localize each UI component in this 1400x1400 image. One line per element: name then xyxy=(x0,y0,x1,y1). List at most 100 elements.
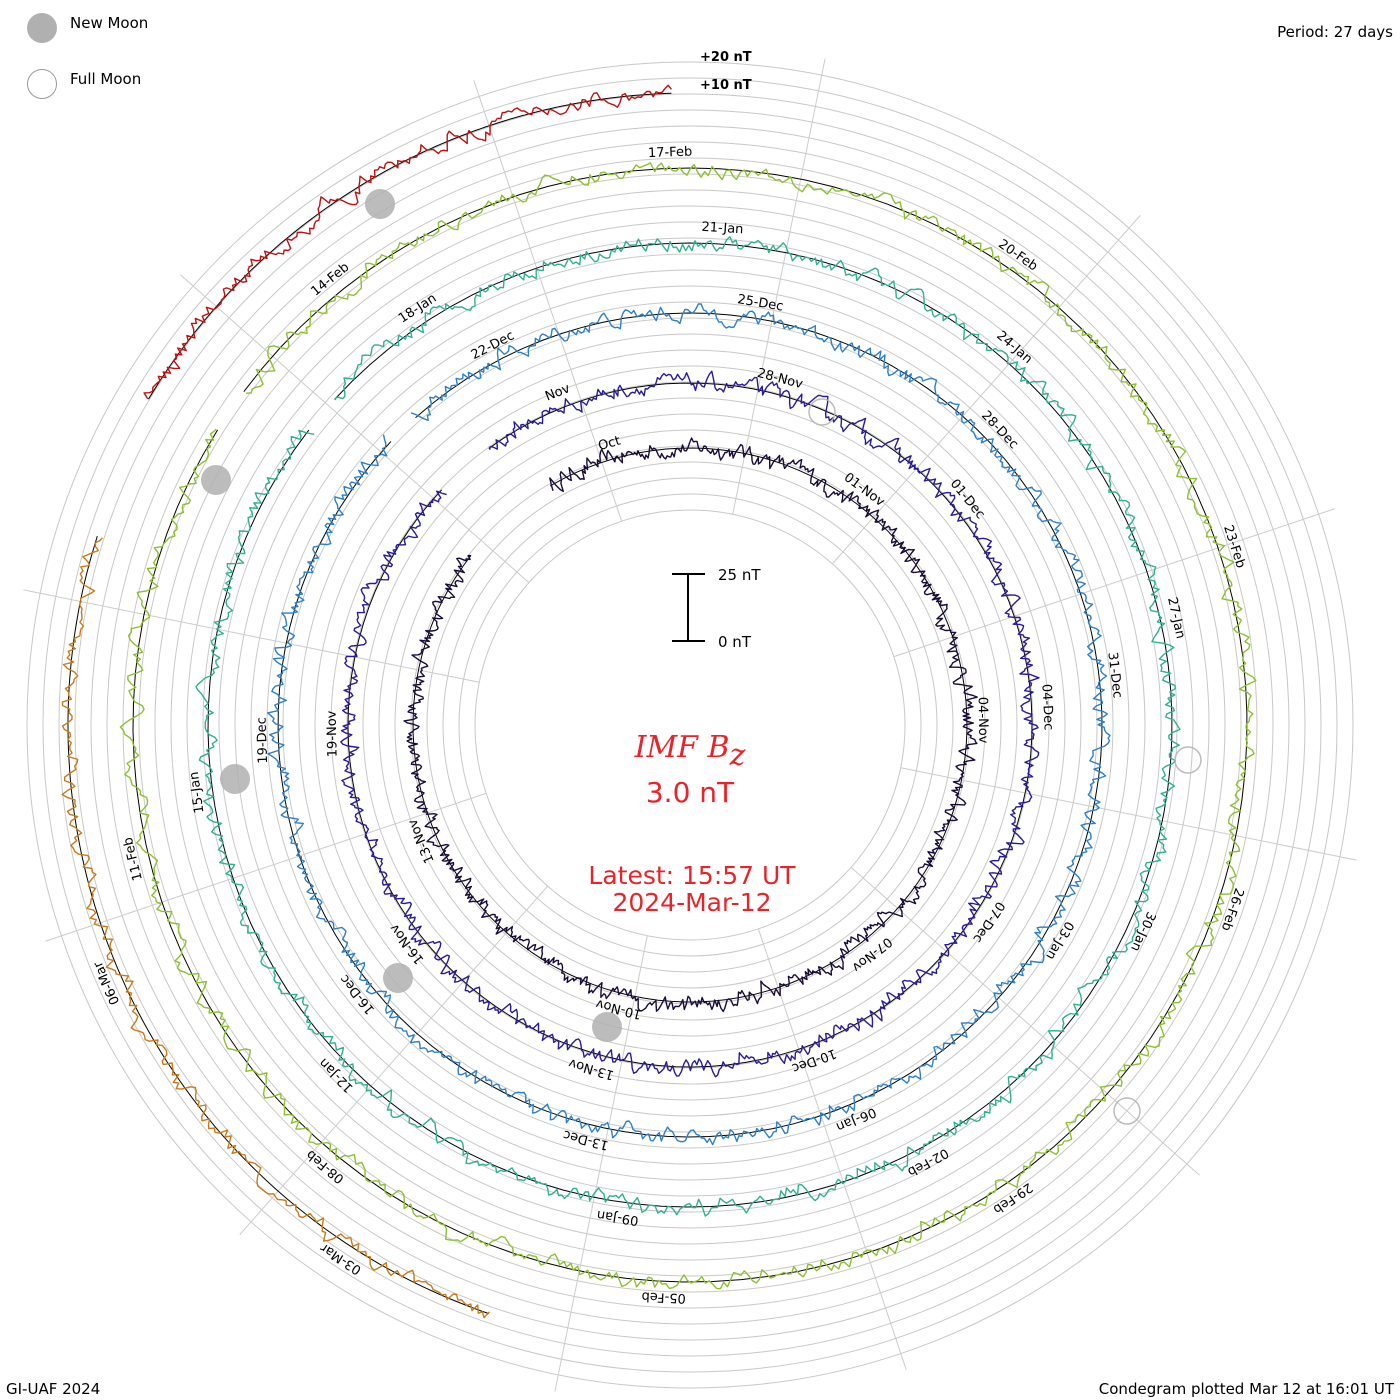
grid-spoke xyxy=(554,935,648,1392)
grid-ring xyxy=(362,397,1018,1053)
scale-bar: 25 nT 0 nT xyxy=(672,566,761,651)
zero-reference-arc xyxy=(132,167,1248,1283)
full-moon-icon xyxy=(27,69,57,99)
grid-spoke xyxy=(757,928,907,1370)
grid-ring xyxy=(314,349,1066,1101)
grid-ring xyxy=(250,285,1130,1165)
grid-ring xyxy=(330,365,1050,1085)
grid-ring xyxy=(410,445,970,1005)
grid-ring xyxy=(298,333,1082,1117)
series-trace-2 xyxy=(267,303,1111,1146)
date-tick-label: 31-Dec xyxy=(1104,651,1124,699)
series-trace-0 xyxy=(403,437,978,1013)
date-tick-label: 13-Nov xyxy=(567,1055,616,1082)
grid-spoke xyxy=(239,885,549,1235)
moon-marker-layer xyxy=(201,189,1202,1125)
grid-ring xyxy=(234,269,1146,1181)
series-trace-5 xyxy=(61,537,491,1319)
new-moon-marker xyxy=(592,1012,622,1042)
date-tick-label: 15-Jan xyxy=(187,771,208,815)
scale-bottom-label: 0 nT xyxy=(718,633,752,651)
zero-reference-arc xyxy=(67,536,490,1315)
grid-ring xyxy=(442,477,938,973)
data-layer xyxy=(61,84,1257,1319)
date-tick-label: 27-Jan xyxy=(1164,596,1188,640)
zero-reference-arc xyxy=(207,242,1173,1208)
date-tick-label: 17-Feb xyxy=(648,145,693,162)
grid-spoke xyxy=(850,866,1200,1176)
svg-text:IMF Bz: IMF Bz xyxy=(634,730,746,773)
grid-ring xyxy=(346,381,1034,1069)
date-tick-label: 21-Jan xyxy=(701,220,744,238)
grid-spoke xyxy=(831,215,1141,565)
date-tick-label: 04-Dec xyxy=(1038,684,1055,731)
date-tick-label: 03-Jan xyxy=(1042,918,1076,962)
grid-ring xyxy=(26,61,1354,1389)
full-moon-marker xyxy=(1174,746,1202,774)
grid-ring xyxy=(138,173,1242,1277)
chart-title-subscript: z xyxy=(729,738,746,773)
spoke-layer xyxy=(23,58,1357,1392)
scale-top-label: 25 nT xyxy=(718,566,761,584)
date-tick-label: Nov xyxy=(543,381,572,404)
grid-ring xyxy=(154,189,1226,1261)
latest-time: Latest: 15:57 UT xyxy=(588,861,796,890)
full-moon-label: Full Moon xyxy=(70,70,142,88)
zero-reference-arc xyxy=(147,92,672,400)
date-tick-label: Oct xyxy=(597,434,623,455)
grid-spoke xyxy=(900,767,1357,861)
date-tick-label: 11-Feb xyxy=(121,836,146,883)
zero-reference-arc xyxy=(347,382,1033,1068)
new-moon-marker xyxy=(365,189,395,219)
new-moon-marker xyxy=(220,764,250,794)
grid-ring xyxy=(218,253,1162,1197)
grid-layer xyxy=(26,61,1354,1389)
date-tick-label: 28-Dec xyxy=(978,408,1021,452)
ring-label-plus20: +20 nT xyxy=(700,50,752,65)
grid-ring xyxy=(186,221,1194,1229)
grid-spoke xyxy=(473,80,623,522)
grid-spoke xyxy=(180,274,530,584)
latest-date: 2024-Mar-12 xyxy=(612,888,771,917)
full-moon-marker xyxy=(808,398,836,426)
date-tick-label: 13-Dec xyxy=(562,1127,611,1153)
current-value: 3.0 nT xyxy=(646,776,735,809)
center-readout: IMF Bz 3.0 nT Latest: 15:57 UT 2024-Mar-… xyxy=(588,730,796,917)
new-moon-marker xyxy=(201,465,231,495)
new-moon-label: New Moon xyxy=(70,14,149,32)
grid-spoke xyxy=(893,508,1335,658)
grid-spoke xyxy=(45,792,487,942)
date-tick-label: 06-Mar xyxy=(91,958,124,1007)
footer-left-credit: GI-UAF 2024 xyxy=(6,1380,101,1398)
chart-title: IMF B xyxy=(634,730,730,765)
series-trace-3 xyxy=(195,236,1181,1217)
grid-spoke xyxy=(732,58,826,515)
series-trace-6 xyxy=(143,84,672,400)
date-tick-label: 30-Jan xyxy=(1127,909,1158,953)
period-label: Period: 27 days xyxy=(1277,23,1393,41)
grid-ring xyxy=(90,125,1290,1325)
date-tick-label: 01-Nov xyxy=(841,470,888,510)
grid-ring xyxy=(58,93,1322,1357)
grid-ring xyxy=(458,493,922,957)
grid-ring xyxy=(394,429,986,1021)
date-tick-label: 05-Feb xyxy=(641,1288,686,1305)
ring-label-plus10: +10 nT xyxy=(700,78,752,93)
new-moon-marker xyxy=(383,963,413,993)
new-moon-icon xyxy=(27,13,57,43)
grid-ring xyxy=(74,109,1306,1341)
date-tick-label: 04-Nov xyxy=(975,697,991,744)
grid-ring xyxy=(426,461,954,989)
series-trace-4 xyxy=(119,162,1257,1290)
grid-ring xyxy=(170,205,1210,1245)
date-tick-label: 09-Jan xyxy=(596,1207,640,1228)
grid-ring xyxy=(42,77,1338,1373)
zero-reference-arc xyxy=(277,312,1103,1138)
series-trace-1 xyxy=(340,370,1040,1078)
full-moon-marker xyxy=(1113,1097,1141,1125)
grid-ring xyxy=(474,509,906,941)
grid-ring xyxy=(106,141,1274,1309)
footer-plotted-time: Condegram plotted Mar 12 at 16:01 UT xyxy=(1098,1380,1394,1398)
date-tick-label: 19-Nov xyxy=(325,710,341,757)
grid-ring xyxy=(378,413,1002,1037)
